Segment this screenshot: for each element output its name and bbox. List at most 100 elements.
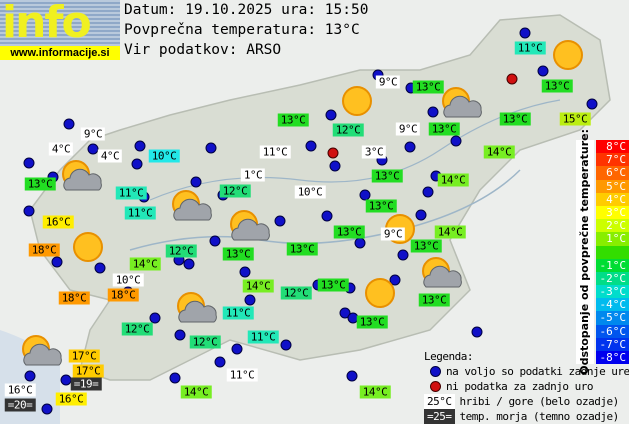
station-temperature: 11°C — [124, 206, 156, 220]
station-dot[interactable] — [183, 258, 195, 270]
sun-icon — [333, 81, 381, 125]
legend-available: na voljo so podatki zadnje ure — [424, 364, 629, 379]
sun-icon — [64, 227, 112, 271]
station-dot[interactable] — [404, 141, 416, 153]
station-dot[interactable] — [149, 312, 161, 324]
station-temperature: 10°C — [112, 273, 144, 287]
station-temperature: 13°C — [24, 177, 56, 191]
station-temperature: 12°C — [121, 322, 153, 336]
station-temperature: 10°C — [294, 185, 326, 199]
scale-step: -3°C — [596, 285, 629, 299]
station-temperature: 12°C — [219, 184, 251, 198]
logo[interactable]: info www.informacije.si — [0, 0, 120, 60]
station-dot[interactable] — [415, 209, 427, 221]
scale-step: -4°C — [596, 298, 629, 312]
scale-step: 1°C — [596, 232, 629, 246]
missing-station-dot[interactable] — [327, 147, 339, 159]
station-dot[interactable] — [359, 189, 371, 201]
station-dot[interactable] — [280, 339, 292, 351]
station-dot[interactable] — [23, 205, 35, 217]
station-dot[interactable] — [231, 343, 243, 355]
scale-step: -1°C — [596, 258, 629, 272]
legend-hill-sample: 25°C — [424, 394, 455, 409]
station-temperature: 13°C — [333, 225, 365, 239]
station-temperature: 14°C — [483, 145, 515, 159]
station-dot[interactable] — [209, 235, 221, 247]
sun-cloud-icon — [224, 206, 272, 250]
station-dot[interactable] — [422, 186, 434, 198]
station-dot[interactable] — [131, 158, 143, 170]
station-temperature: 11°C — [514, 41, 546, 55]
scale-step: 5°C — [596, 179, 629, 193]
scale-step: -7°C — [596, 337, 629, 351]
station-temperature: 17°C — [68, 349, 100, 363]
station-dot[interactable] — [63, 118, 75, 130]
station-dot[interactable] — [354, 237, 366, 249]
station-temperature: 13°C — [365, 199, 397, 213]
station-dot[interactable] — [51, 256, 63, 268]
scale-title-text: Odstopanje od povprečne temperature: — [578, 129, 591, 375]
station-temperature: 11°C — [259, 145, 291, 159]
legend-available-text: na voljo so podatki zadnje ure — [446, 365, 629, 378]
station-temperature: 9°C — [380, 227, 406, 241]
station-dot[interactable] — [346, 370, 358, 382]
sun-cloud-icon — [56, 156, 104, 200]
station-temperature: 9°C — [395, 122, 421, 136]
station-temperature: 13°C — [428, 122, 460, 136]
station-dot[interactable] — [321, 210, 333, 222]
station-dot[interactable] — [471, 326, 483, 338]
station-temperature: 13°C — [277, 113, 309, 127]
station-temperature: =19= — [70, 377, 102, 391]
station-dot[interactable] — [519, 27, 531, 39]
station-temperature: 9°C — [375, 75, 401, 89]
station-temperature: 14°C — [129, 257, 161, 271]
station-temperature: 11°C — [222, 306, 254, 320]
station-dot[interactable] — [94, 262, 106, 274]
scale-step: -2°C — [596, 271, 629, 286]
station-temperature: 13°C — [317, 278, 349, 292]
station-dot[interactable] — [537, 65, 549, 77]
station-dot[interactable] — [214, 356, 226, 368]
station-dot[interactable] — [329, 160, 341, 172]
sun-cloud-icon — [171, 288, 219, 332]
station-temperature: 4°C — [48, 142, 74, 156]
data-source: Vir podatkov: ARSO — [124, 42, 282, 58]
missing-station-dot[interactable] — [506, 73, 518, 85]
station-dot[interactable] — [239, 266, 251, 278]
station-dot[interactable] — [389, 274, 401, 286]
sun-icon — [356, 273, 404, 317]
station-temperature: 14°C — [359, 385, 391, 399]
sun-icon — [544, 35, 592, 79]
station-dot[interactable] — [397, 249, 409, 261]
station-dot[interactable] — [190, 176, 202, 188]
scale-step: 7°C — [596, 153, 629, 167]
station-dot[interactable] — [205, 142, 217, 154]
station-temperature: 11°C — [226, 368, 258, 382]
station-temperature: 13°C — [371, 169, 403, 183]
station-dot[interactable] — [450, 135, 462, 147]
station-dot[interactable] — [274, 215, 286, 227]
station-dot[interactable] — [134, 140, 146, 152]
logo-url[interactable]: www.informacije.si — [0, 46, 120, 60]
station-dot[interactable] — [305, 140, 317, 152]
station-temperature: 13°C — [222, 247, 254, 261]
station-dot[interactable] — [586, 98, 598, 110]
station-temperature: 17°C — [72, 364, 104, 378]
station-temperature: 10°C — [148, 149, 180, 163]
legend-sea-sample: =25= — [424, 409, 455, 424]
scale-step: 6°C — [596, 166, 629, 180]
station-dot[interactable] — [325, 109, 337, 121]
station-temperature: 14°C — [437, 173, 469, 187]
station-dot[interactable] — [41, 403, 53, 415]
legend-sea: =25= temp. morja (temno ozadje) — [424, 409, 629, 424]
station-dot[interactable] — [87, 143, 99, 155]
station-temperature: 16°C — [55, 392, 87, 406]
station-dot[interactable] — [169, 372, 181, 384]
station-dot[interactable] — [24, 370, 36, 382]
scale-step — [596, 245, 629, 259]
station-dot[interactable] — [23, 157, 35, 169]
station-dot[interactable] — [427, 106, 439, 118]
station-dot[interactable] — [174, 329, 186, 341]
station-dot[interactable] — [244, 294, 256, 306]
station-temperature: 14°C — [242, 279, 274, 293]
